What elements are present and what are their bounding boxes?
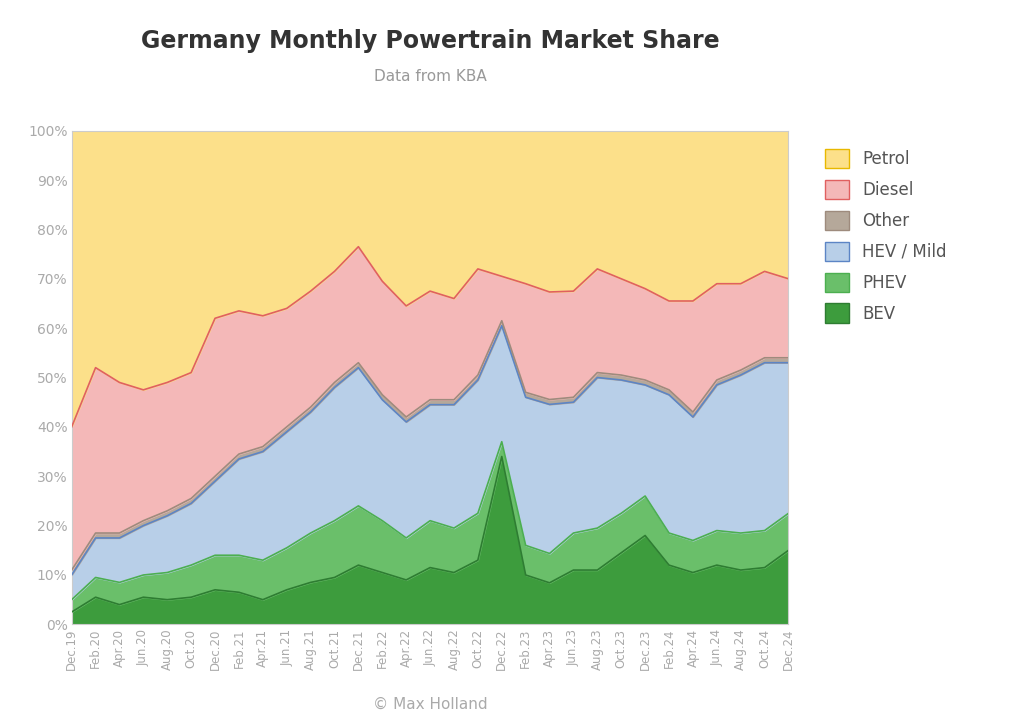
Text: Germany Monthly Powertrain Market Share: Germany Monthly Powertrain Market Share (140, 29, 720, 53)
Legend: Petrol, Diesel, Other, HEV / Mild, PHEV, BEV: Petrol, Diesel, Other, HEV / Mild, PHEV,… (825, 149, 946, 323)
Text: © Max Holland: © Max Holland (373, 696, 487, 711)
Text: Data from KBA: Data from KBA (374, 69, 486, 84)
